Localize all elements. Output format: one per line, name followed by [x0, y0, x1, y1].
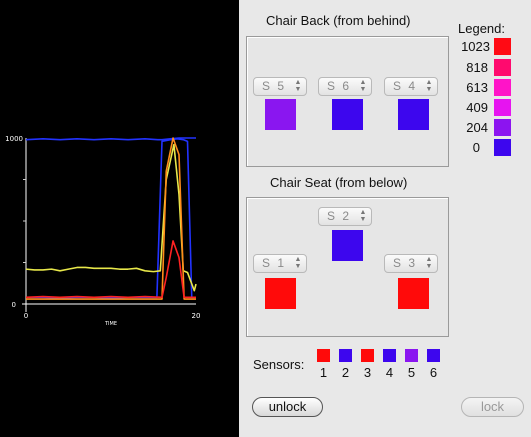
sensor-1-stepper[interactable]: S 1 ▲ ▼ — [253, 254, 307, 273]
sensor-3-swatch — [398, 278, 429, 309]
plot-canvas: 1000 00 20 TIME — [5, 135, 201, 327]
legend-swatch — [494, 119, 511, 136]
stepper-value: S 6 — [326, 79, 351, 93]
lock-button[interactable]: lock — [461, 397, 524, 417]
legend-value: 204 — [466, 120, 488, 135]
sensor-5-swatch — [265, 99, 296, 130]
legend-value: 0 — [472, 140, 480, 155]
stepper-value: S 1 — [261, 256, 286, 270]
chair-back-title: Chair Back (from behind) — [266, 13, 411, 28]
legend-value: 1023 — [461, 39, 490, 54]
sensor-2-swatch — [332, 230, 363, 261]
legend-swatch — [494, 38, 511, 55]
x-axis-label: TIME — [104, 321, 117, 327]
sensor-6-swatch — [332, 99, 363, 130]
sensor-2-indicator — [339, 349, 352, 362]
sensor-3-stepper[interactable]: S 3 ▲ ▼ — [384, 254, 438, 273]
stepper-arrows-icon[interactable]: ▲ ▼ — [359, 79, 367, 93]
sensor-4-swatch — [398, 99, 429, 130]
chair-seat-title: Chair Seat (from below) — [270, 175, 408, 190]
sensor-4-stepper[interactable]: S 4 ▲ ▼ — [384, 77, 438, 96]
legend-swatch — [494, 139, 511, 156]
sensor-4-indicator — [383, 349, 396, 362]
sensor-5-stepper[interactable]: S 5 ▲ ▼ — [253, 77, 307, 96]
stepper-arrows-icon[interactable]: ▲ ▼ — [294, 79, 302, 93]
y-tick-label: 1000 — [5, 135, 23, 143]
legend-title: Legend: — [458, 21, 505, 36]
sensor-1-indicator — [317, 349, 330, 362]
stepper-arrows-icon[interactable]: ▲ ▼ — [425, 79, 433, 93]
stepper-value: S 4 — [392, 79, 417, 93]
unlock-button[interactable]: unlock — [252, 397, 323, 417]
legend-swatch — [494, 99, 511, 116]
legend-value: 818 — [466, 60, 488, 75]
control-panel: Chair Back (from behind) S 5 ▲ ▼ S 6 ▲ ▼ S… — [239, 0, 531, 437]
sensor-number: 3 — [363, 365, 372, 380]
sensor-number: 4 — [385, 365, 394, 380]
series-line — [26, 137, 196, 300]
sensor-plot: 1000 0 0 20 TIME — [0, 0, 239, 437]
stepper-arrows-icon[interactable]: ▲ ▼ — [359, 209, 367, 223]
series-line — [25, 240, 196, 299]
sensors-label: Sensors: — [253, 357, 305, 372]
sensor-number: 5 — [407, 365, 416, 380]
sensor-1-swatch — [265, 278, 296, 309]
stepper-value: S 2 — [326, 209, 351, 223]
sensor-number: 6 — [429, 365, 438, 380]
legend-value: 409 — [466, 100, 488, 115]
sensor-6-indicator — [427, 349, 440, 362]
stepper-value: S 5 — [261, 79, 286, 93]
x-tick-label: 20 — [192, 312, 201, 320]
x-tick-label: 0 — [24, 312, 28, 320]
legend-swatch — [494, 59, 511, 76]
stepper-arrows-icon[interactable]: ▲ ▼ — [425, 256, 433, 270]
chair-back-group: S 5 ▲ ▼ S 6 ▲ ▼ S 4 ▲ ▼ — [246, 36, 449, 167]
sensor-number: 2 — [341, 365, 350, 380]
sensor-number: 1 — [319, 365, 328, 380]
stepper-value: S 3 — [392, 256, 417, 270]
series-line — [25, 143, 197, 292]
sensor-2-stepper[interactable]: S 2 ▲ ▼ — [318, 207, 372, 226]
sensor-5-indicator — [405, 349, 418, 362]
legend-swatch — [494, 79, 511, 96]
y-tick-label: 0 — [12, 301, 16, 309]
legend-value: 613 — [466, 80, 488, 95]
chair-seat-group: S 2 ▲ ▼ S 1 ▲ ▼ S 3 ▲ ▼ — [246, 197, 449, 337]
sensor-3-indicator — [361, 349, 374, 362]
stepper-arrows-icon[interactable]: ▲ ▼ — [294, 256, 302, 270]
sensor-6-stepper[interactable]: S 6 ▲ ▼ — [318, 77, 372, 96]
